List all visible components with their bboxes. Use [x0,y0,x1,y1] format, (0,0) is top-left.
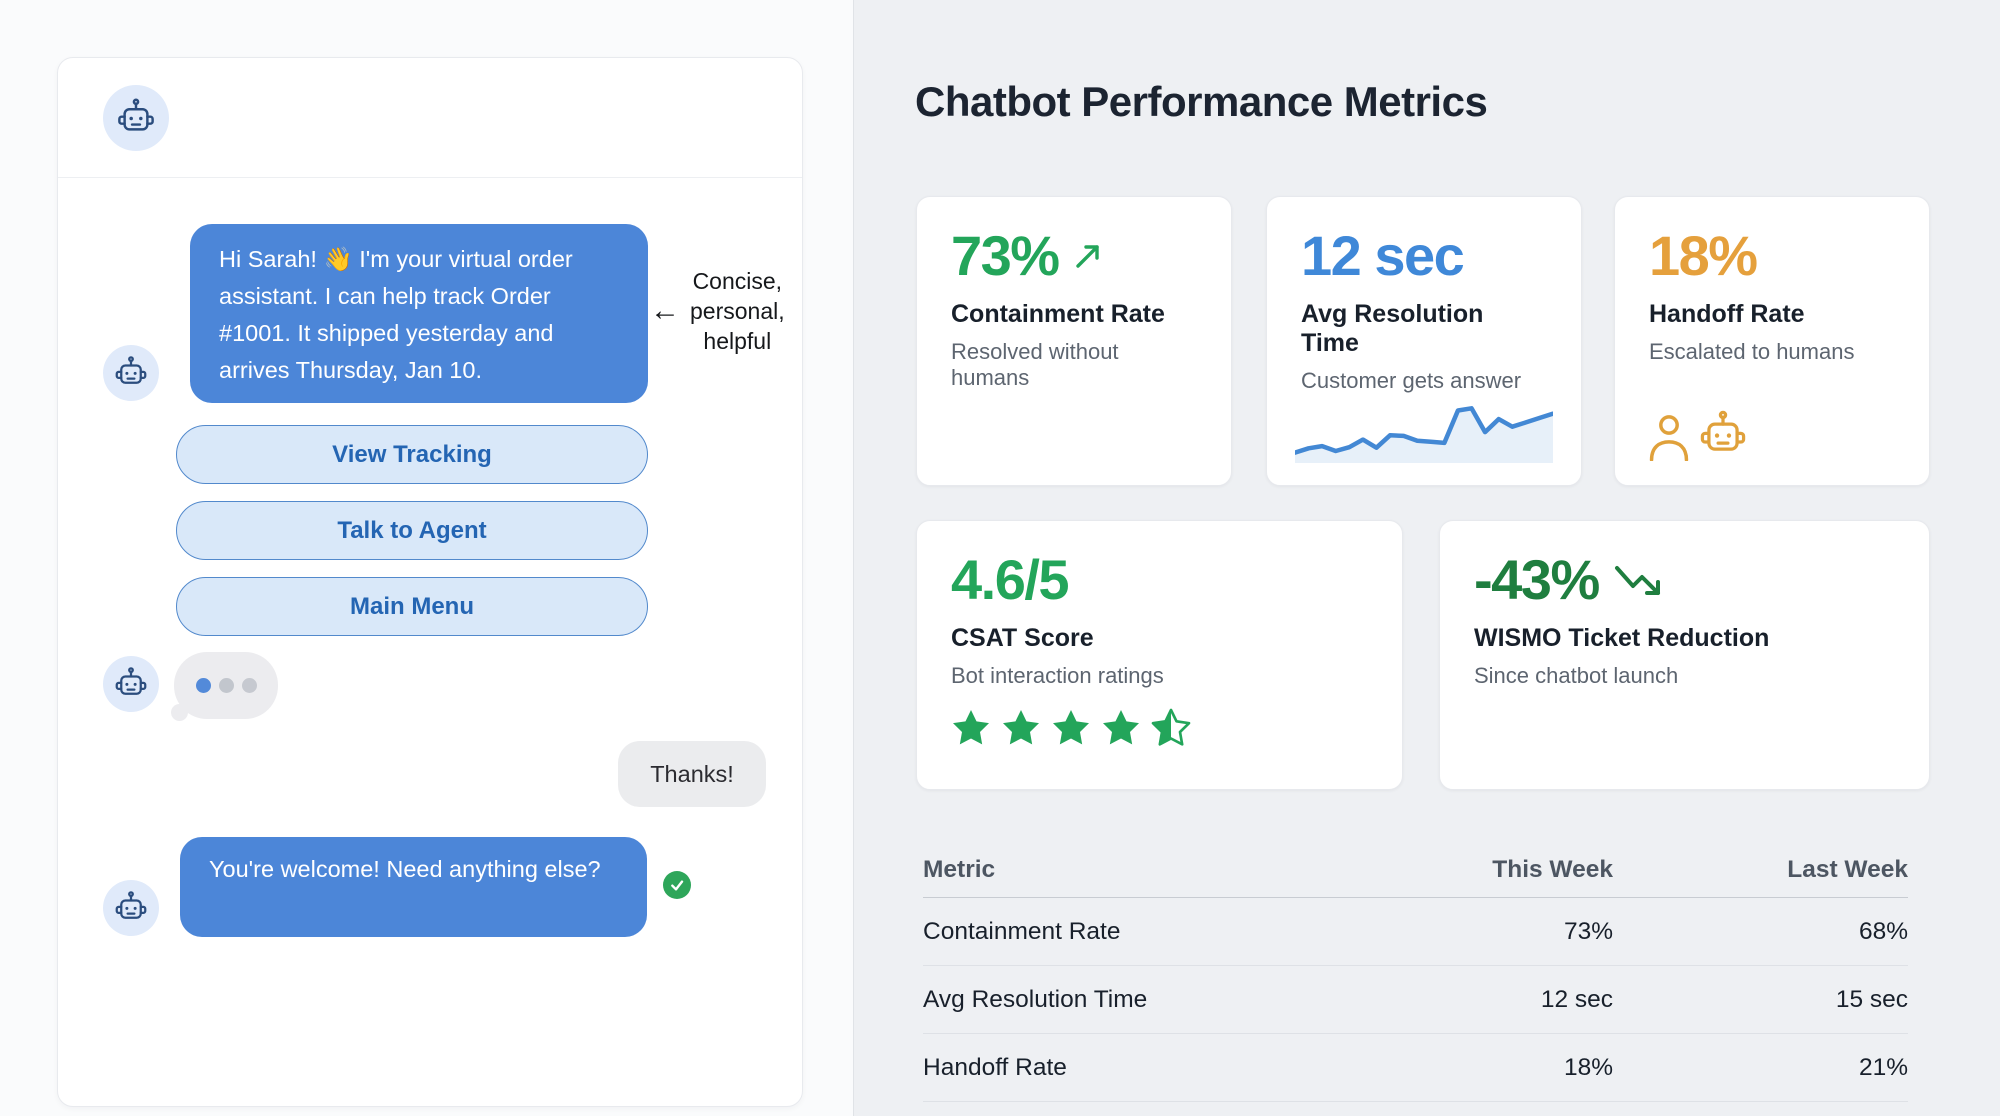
metric-value: 73% [951,224,1060,287]
cell-metric: Avg Resolution Time [923,985,1148,1013]
resolution-sparkline [1295,406,1553,463]
cell-this-week: 12 sec [1540,985,1613,1013]
cell-this-week: 18% [1563,1053,1613,1081]
metric-subtitle: Escalated to humans [1649,338,1855,364]
bot-message-intro: Hi Sarah! 👋 I'm your virtual order assis… [190,224,648,403]
cell-last-week: 15 sec [1835,985,1908,1013]
typing-dot [241,678,257,693]
metric-card-avg-resolution-time: 12 sec Avg Resolution Time Customer gets… [1266,196,1582,486]
sparkline-area [1295,408,1553,463]
metric-card-containment-rate: 73% Containment Rate Resolved without hu… [916,196,1232,486]
metric-subtitle: Resolved without humans [951,338,1119,390]
metric-card-handoff-rate: 18% Handoff Rate Escalated to humans [1614,196,1930,486]
metric-value: 18% [1649,224,1758,287]
metric-subtitle: Bot interaction ratings [951,662,1164,688]
col-header-metric: Metric [923,856,996,883]
metric-value: 4.6/5 [951,548,1070,611]
typing-dot [195,678,211,693]
table-row: Avg Resolution Time 12 sec 15 sec [923,966,1908,1034]
delivered-check-badge [663,871,691,899]
metric-label: Handoff Rate [1649,299,1805,328]
metric-label: WISMO Ticket Reduction [1474,623,1770,652]
metric-value: -43% [1474,548,1600,611]
star-half-icon [1151,708,1191,746]
page-title: Chatbot Performance Metrics [915,78,1488,125]
robot-icon [115,891,147,919]
trend-up-icon [1075,245,1099,269]
metric-card-csat-score: 4.6/5 CSAT Score Bot interaction ratings [916,520,1403,790]
star-icon [953,709,989,745]
metric-label: Avg Resolution Time [1301,299,1484,357]
bot-message-closing: You're welcome! Need anything else? [180,837,647,937]
user-message-thanks: Thanks! [618,741,766,807]
cell-last-week: 68% [1858,917,1908,945]
robot-icon [1700,410,1746,451]
metric-value: 12 sec [1301,224,1465,287]
robot-icon [118,97,154,131]
cell-this-week: 73% [1563,917,1613,945]
bot-avatar [103,84,169,151]
cell-metric: Containment Rate [923,917,1121,945]
annotation-text: Concise, personal, helpful [690,268,785,354]
typing-indicator [171,652,278,721]
chat-header [58,58,802,178]
star-icon [1003,709,1039,745]
bot-avatar [103,880,159,936]
metric-card-wismo-reduction: -43% WISMO Ticket Reduction Since chatbo… [1439,520,1930,790]
weekly-comparison-table: Metric This Week Last Week Containment R… [923,843,1908,1102]
bot-avatar [103,656,159,712]
metric-subtitle: Since chatbot launch [1474,662,1679,688]
check-icon [671,880,684,891]
robot-icon [115,356,147,384]
annotation-note: ← Concise, personal, helpful [650,266,785,356]
sparkline-path [1295,406,1553,455]
star-rating [951,707,1368,747]
quick-reply-view-tracking[interactable]: View Tracking [176,425,648,484]
table-row: Containment Rate 73% 68% [923,898,1908,966]
resolution-time-sparkline [1295,399,1553,463]
col-header-this-week: This Week [1492,856,1613,883]
star-icon [1103,709,1139,745]
robot-icon [115,667,147,695]
handoff-icons [1647,409,1749,461]
person-icon [1649,415,1689,461]
quick-reply-talk-to-agent[interactable]: Talk to Agent [176,501,648,560]
metric-label: CSAT Score [951,623,1094,652]
left-arrow-icon: ← [650,294,680,327]
star-icon [1053,709,1089,745]
bot-avatar [103,345,159,401]
cell-last-week: 21% [1858,1053,1908,1081]
trend-down-icon [1614,566,1660,596]
chat-window: Hi Sarah! 👋 I'm your virtual order assis… [57,57,803,1107]
cell-metric: Handoff Rate [923,1053,1067,1081]
table-row: Handoff Rate 18% 21% [923,1034,1908,1102]
metric-label: Containment Rate [951,299,1165,328]
table-header-row: Metric This Week Last Week [923,843,1908,898]
typing-dot [218,678,234,693]
quick-reply-main-menu[interactable]: Main Menu [176,577,648,636]
col-header-last-week: Last Week [1787,856,1908,883]
metric-subtitle: Customer gets answer [1301,367,1522,393]
